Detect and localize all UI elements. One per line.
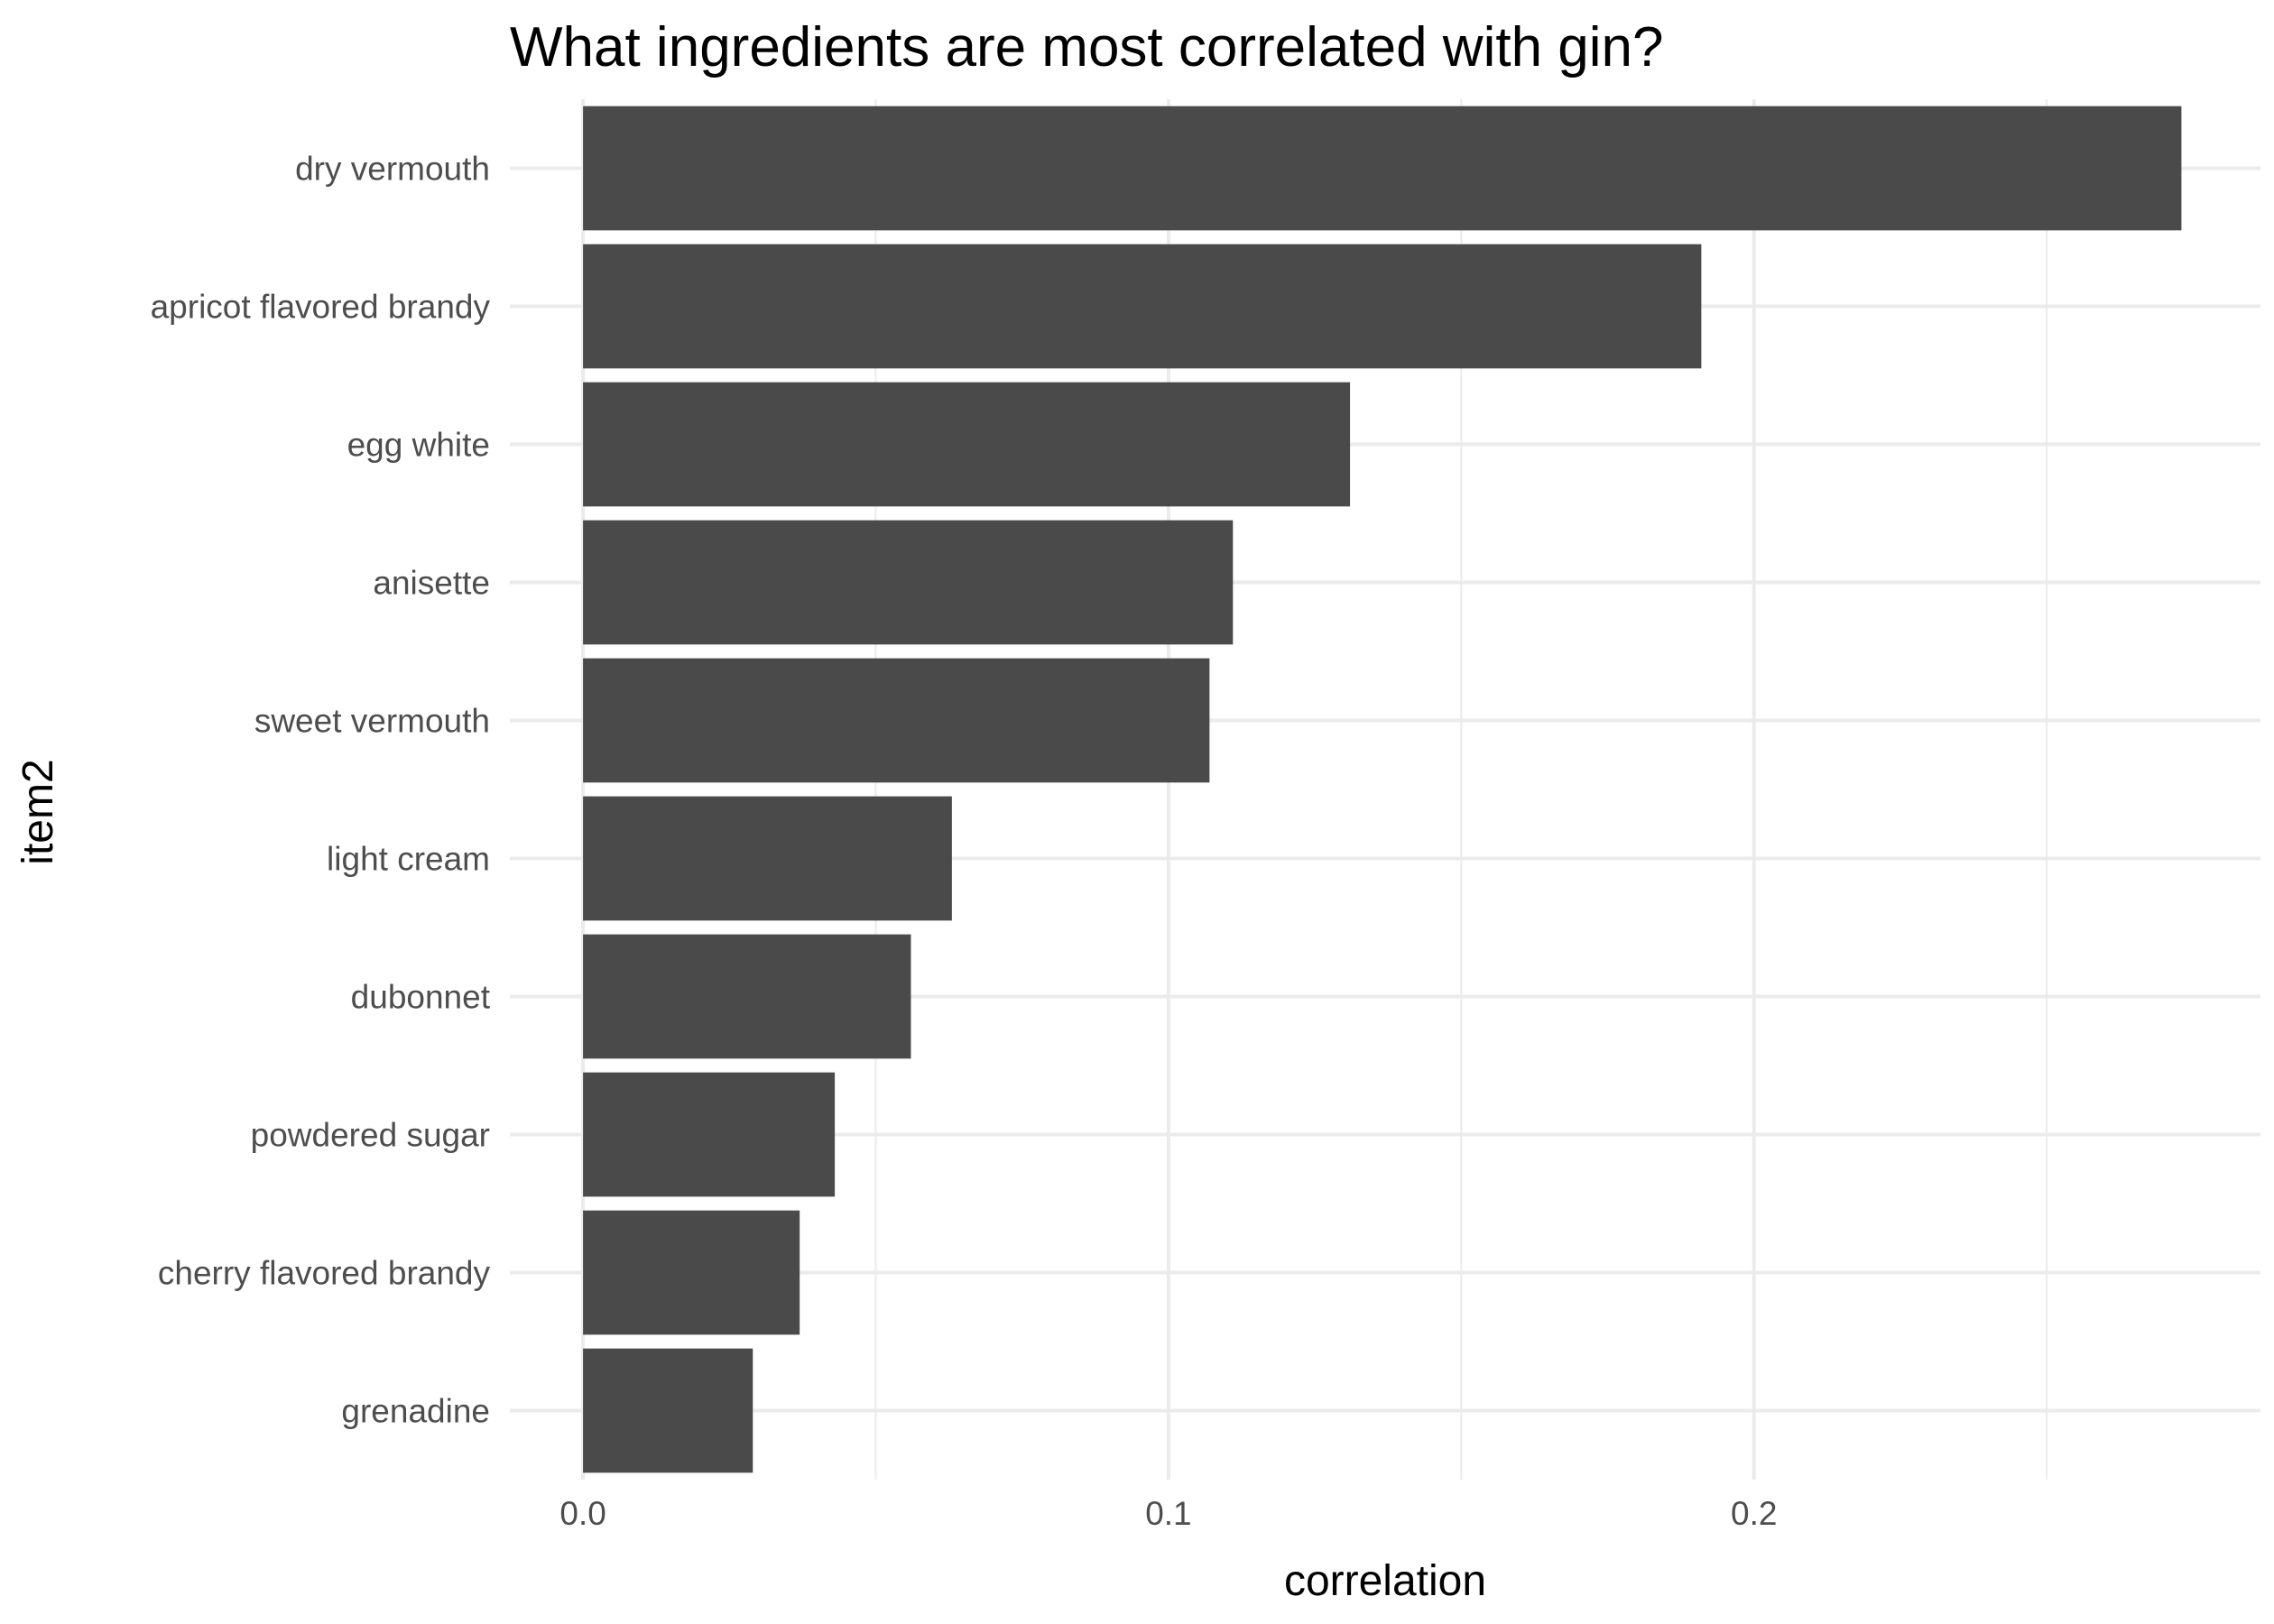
y-tick-label-4: sweet vermouth [254, 703, 490, 740]
y-tick-label-1: apricot flavored brandy [151, 289, 491, 326]
bar-apricot-flavored-brandy [583, 244, 1702, 369]
y-tick-label-8: cherry flavored brandy [158, 1255, 491, 1292]
bar-light-cream [583, 796, 952, 921]
y-tick-label-5: light cream [327, 841, 490, 878]
bar-anisette [583, 520, 1234, 645]
x-axis-title: correlation [1284, 1557, 1486, 1605]
y-axis-title: item2 [14, 759, 62, 864]
bar-dry-vermouth [583, 106, 2182, 231]
y-tick-label-6: dubonnet [351, 979, 491, 1016]
y-tick-label-7: powdered sugar [251, 1117, 490, 1154]
chart-title: What ingredients are most correlated wit… [510, 16, 1664, 78]
y-tick-label-0: dry vermouth [295, 151, 490, 188]
x-axis-tick-labels: 0.0 0.1 0.2 [559, 1495, 1777, 1532]
bar-powdered-sugar [583, 1072, 836, 1197]
bar-cherry-flavored-brandy [583, 1210, 800, 1335]
y-axis-tick-labels: dry vermouth apricot flavored brandy egg w… [151, 151, 491, 1430]
bar-dubonnet [583, 934, 911, 1059]
bar-sweet-vermouth [583, 658, 1210, 783]
x-tick-label-2: 0.2 [1731, 1495, 1777, 1532]
x-tick-label-1: 0.1 [1145, 1495, 1191, 1532]
y-tick-label-3: anisette [373, 565, 490, 602]
bar-egg-white [583, 382, 1351, 507]
y-tick-label-2: egg white [347, 427, 490, 464]
y-tick-label-9: grenadine [341, 1393, 490, 1430]
bar-grenadine [583, 1348, 753, 1473]
bar-layer [583, 106, 2182, 1473]
x-tick-label-0: 0.0 [559, 1495, 605, 1532]
